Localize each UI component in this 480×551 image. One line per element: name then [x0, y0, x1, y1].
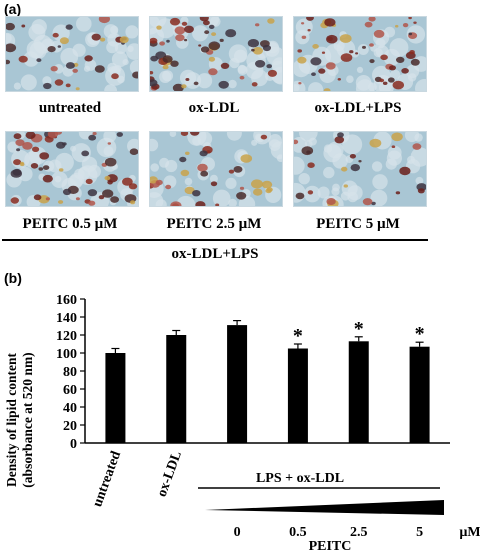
bar [166, 335, 187, 443]
micrograph-peitc-0-5 [5, 131, 139, 207]
x-tick-labels: untreated ox-LDL 0 0.5 2.5 5 [90, 449, 423, 540]
micrograph-peitc-2-5 [149, 131, 283, 207]
bar [105, 353, 126, 443]
caption-peitc-0-5: PEITC 0.5 µM [22, 216, 118, 232]
significance-marker: * [415, 323, 425, 345]
y-tick-label: 60 [63, 383, 77, 398]
bar [348, 341, 369, 443]
lipid-bar-chart: Density of lipid content (absorbance at … [4, 293, 480, 551]
x-tick-label: 0 [234, 525, 241, 540]
dose-unit: µM [459, 525, 480, 540]
bar [287, 348, 308, 443]
x-tick-label: 5 [416, 525, 423, 540]
dose-axis-label: PEITC [309, 539, 352, 551]
caption-peitc-5: PEITC 5 µM [316, 216, 400, 232]
group-label-a: ox-LDL+LPS [171, 246, 259, 262]
y-tick-label: 120 [56, 329, 77, 344]
significance-marker: * [293, 325, 303, 347]
bar [409, 346, 430, 443]
panel-a-label: (a) [4, 1, 22, 17]
micrograph-ox-ldl-lps [293, 16, 427, 92]
caption-peitc-2-5: PEITC 2.5 µM [166, 216, 262, 232]
micrograph-untreated [5, 16, 139, 92]
x-tick-label: 2.5 [350, 525, 368, 540]
y-tick-label: 20 [63, 419, 77, 434]
caption-ox-ldl-lps: ox-LDL+LPS [314, 100, 402, 116]
y-axis-label-line-2: (absorbance at 520 nm) [20, 352, 35, 487]
y-tick-label: 140 [56, 311, 77, 326]
micrograph-ox-ldl [149, 16, 283, 92]
dose-gradient-wedge [205, 500, 444, 515]
treatment-group-label: LPS + ox-LDL [256, 471, 344, 486]
x-tick-label: 0.5 [289, 525, 307, 540]
y-tick-label: 160 [56, 293, 77, 308]
micrograph-peitc-5 [293, 131, 427, 207]
y-tick-label: 100 [56, 347, 77, 362]
panel-b-label: (b) [4, 270, 22, 286]
bar [227, 325, 248, 443]
chart-axes: 0 20 40 60 80 100 120 140 160 [56, 293, 450, 452]
y-tick-label: 0 [70, 437, 77, 452]
x-tick-label: ox-LDL [155, 449, 185, 499]
caption-untreated: untreated [38, 100, 102, 116]
significance-marker: * [354, 318, 364, 340]
y-tick-label: 40 [63, 401, 77, 416]
y-axis-label-line-1: Density of lipid content [4, 353, 19, 487]
group-bracket-line [2, 239, 428, 241]
y-tick-label: 80 [63, 365, 77, 380]
bars-group: * * * [105, 318, 430, 443]
caption-ox-ldl: ox-LDL [188, 100, 240, 116]
x-tick-label: untreated [90, 449, 124, 509]
